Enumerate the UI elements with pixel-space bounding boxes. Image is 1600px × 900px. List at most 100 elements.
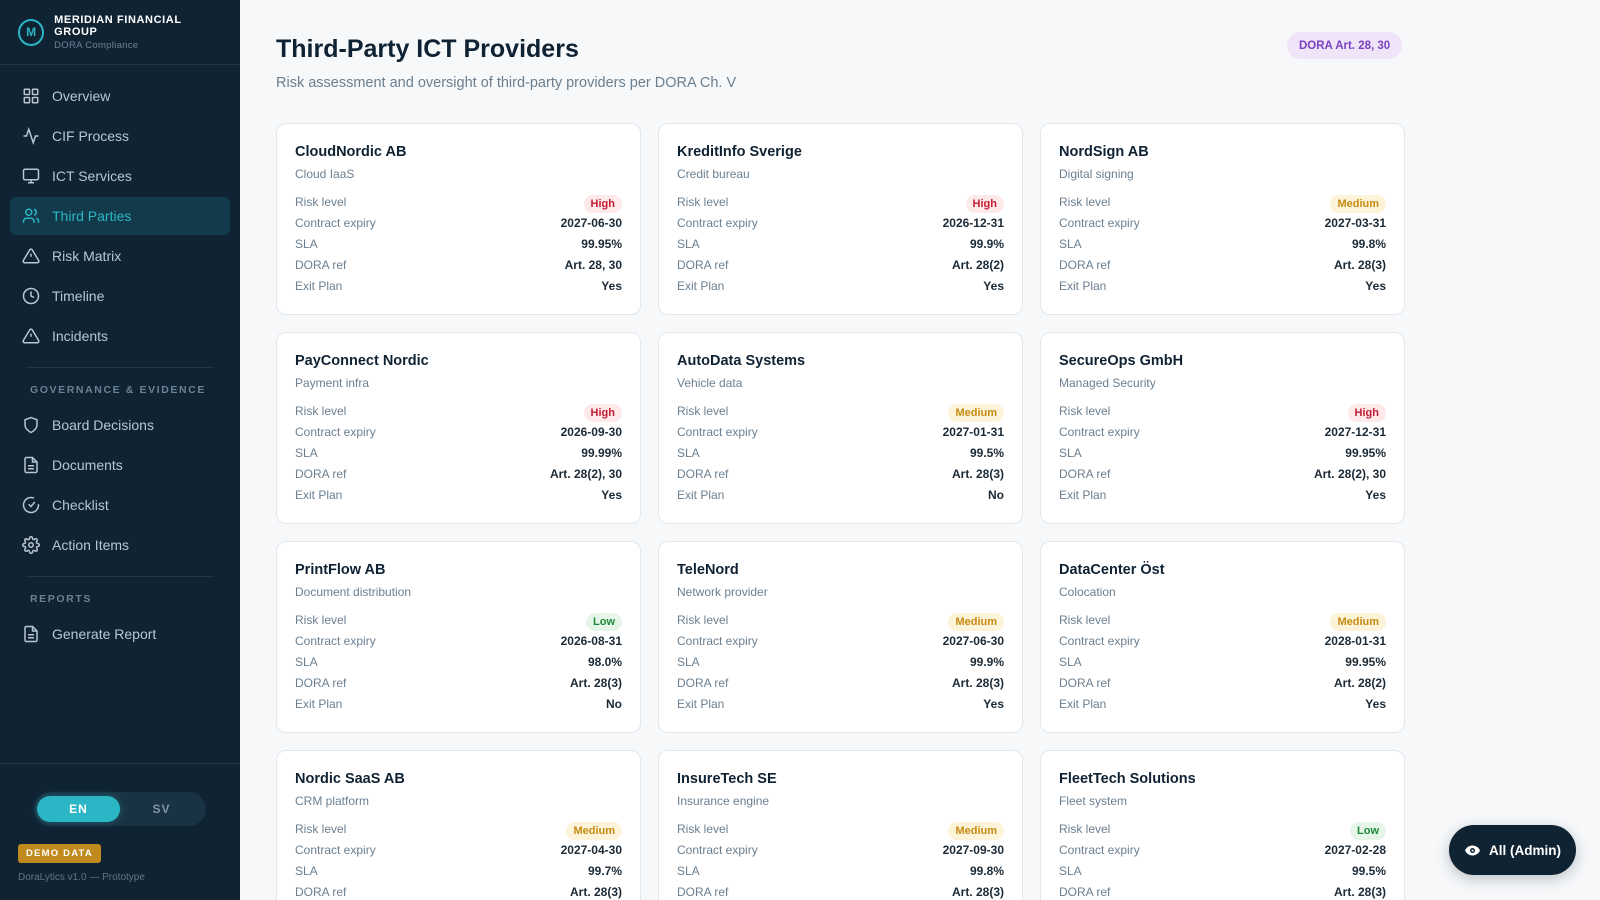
sidebar-item-label: Incidents — [52, 328, 109, 344]
row-value: Art. 28(3) — [569, 675, 622, 690]
main-nav: Overview CIF Process ICT Services Third … — [0, 65, 240, 653]
row-value: 99.8% — [1351, 236, 1386, 251]
provider-name: Nordic SaaS AB — [295, 771, 405, 787]
provider-card[interactable]: DataCenter Öst Colocation Risk level Medium… — [1040, 541, 1405, 733]
sidebar-item-board-decisions[interactable]: Board Decisions — [10, 406, 230, 444]
risk-badge: Medium — [948, 612, 1004, 631]
provider-card[interactable]: AutoData Systems Vehicle data Risk level Me… — [658, 332, 1023, 524]
provider-row-exit-plan: Exit Plan Yes — [677, 275, 1004, 296]
provider-type: Document distribution — [295, 585, 412, 599]
row-label: Contract expiry — [295, 215, 376, 230]
provider-row-sla: SLA 99.8% — [677, 860, 1004, 881]
provider-row-contract-expiry: Contract expiry 2027-01-31 — [677, 421, 1004, 442]
risk-badge: Low — [586, 612, 622, 631]
provider-card[interactable]: KreditInfo Sverige Credit bureau Risk leve… — [658, 123, 1023, 315]
row-label: Exit Plan — [1059, 696, 1107, 711]
row-value: 2027-06-30 — [942, 633, 1004, 648]
row-value: Yes — [983, 278, 1004, 293]
page-title: Third-Party ICT Providers — [276, 35, 579, 63]
provider-card[interactable]: PrintFlow AB Document distribution Risk le… — [276, 541, 641, 733]
sidebar-item-label: CIF Process — [52, 128, 130, 144]
row-label: SLA — [677, 445, 700, 460]
row-value: 99.95% — [1345, 445, 1386, 460]
row-label: SLA — [677, 654, 700, 669]
provider-card[interactable]: NordSign AB Digital signing Risk level Medi… — [1040, 123, 1405, 315]
sidebar-item-third-parties[interactable]: Third Parties — [10, 197, 230, 235]
row-value: 2027-02-28 — [1324, 842, 1386, 857]
language-toggle[interactable]: EN SV — [34, 792, 206, 826]
provider-card[interactable]: SecureOps GmbH Managed Security Risk level… — [1040, 332, 1405, 524]
row-value: 99.5% — [1351, 863, 1386, 878]
row-label: SLA — [1059, 863, 1082, 878]
provider-type: Payment infra — [295, 376, 370, 390]
provider-name: DataCenter Öst — [1059, 562, 1165, 578]
gear-icon — [22, 536, 40, 554]
sidebar-item-cif-process[interactable]: CIF Process — [10, 117, 230, 155]
users-icon — [22, 208, 40, 223]
lang-en-button[interactable]: EN — [37, 796, 120, 822]
provider-card[interactable]: CloudNordic AB Cloud IaaS Risk level High Co… — [276, 123, 641, 315]
row-label: DORA ref — [677, 257, 729, 272]
row-label: Risk level — [677, 403, 729, 418]
provider-card[interactable]: FleetTech Solutions Fleet system Risk leve… — [1040, 750, 1405, 900]
row-value: Yes — [1365, 696, 1386, 711]
provider-row-dora-ref: DORA ref Art. 28(2), 30 — [295, 463, 622, 484]
row-label: Risk level — [295, 194, 347, 209]
provider-type: Credit bureau — [677, 167, 750, 181]
row-label: SLA — [295, 445, 318, 460]
sidebar-item-incidents[interactable]: Incidents — [10, 317, 230, 355]
sidebar-item-generate-report[interactable]: Generate Report — [10, 615, 230, 653]
row-value: 98.0% — [587, 654, 622, 669]
provider-card[interactable]: Nordic SaaS AB CRM platform Risk level Medi… — [276, 750, 641, 900]
sidebar-item-checklist[interactable]: Checklist — [10, 486, 230, 524]
provider-row-risk-level: Risk level Medium — [295, 818, 622, 840]
view-mode-button[interactable]: All (Admin) — [1449, 825, 1576, 875]
row-value: 99.5% — [969, 445, 1004, 460]
provider-row-sla: SLA 99.9% — [677, 651, 1004, 672]
row-label: Exit Plan — [1059, 278, 1107, 293]
lang-sv-button[interactable]: SV — [152, 802, 171, 816]
row-label: Exit Plan — [295, 487, 343, 502]
provider-row-dora-ref: DORA ref Art. 28(3) — [677, 881, 1004, 900]
nav-section-reports: REPORTS — [30, 593, 92, 605]
provider-row-sla: SLA 99.5% — [1059, 860, 1386, 881]
sidebar-item-documents[interactable]: Documents — [10, 446, 230, 484]
provider-row-sla: SLA 99.95% — [1059, 651, 1386, 672]
provider-row-contract-expiry: Contract expiry 2028-01-31 — [1059, 630, 1386, 651]
clock-icon — [22, 287, 40, 305]
provider-type: Digital signing — [1059, 167, 1134, 181]
brand-header: M MERIDIAN FINANCIAL GROUP DORA Complian… — [0, 0, 240, 65]
brand-subtitle: DORA Compliance — [54, 39, 139, 51]
sidebar-item-action-items[interactable]: Action Items — [10, 526, 230, 564]
provider-type: Vehicle data — [677, 376, 743, 390]
row-value: Yes — [601, 278, 622, 293]
provider-row-risk-level: Risk level Low — [1059, 818, 1386, 840]
risk-badge: Medium — [948, 821, 1004, 840]
row-label: Contract expiry — [295, 842, 376, 857]
sidebar-item-overview[interactable]: Overview — [10, 77, 230, 115]
sidebar-item-risk-matrix[interactable]: Risk Matrix — [10, 237, 230, 275]
row-value: 2027-04-30 — [560, 842, 622, 857]
row-label: SLA — [1059, 654, 1082, 669]
row-value: 99.9% — [969, 236, 1004, 251]
sidebar-item-timeline[interactable]: Timeline — [10, 277, 230, 315]
grid-icon — [23, 88, 39, 104]
provider-row-contract-expiry: Contract expiry 2027-06-30 — [295, 212, 622, 233]
row-label: Risk level — [1059, 194, 1111, 209]
provider-row-dora-ref: DORA ref Art. 28(2) — [1059, 672, 1386, 693]
provider-card[interactable]: PayConnect Nordic Payment infra Risk level… — [276, 332, 641, 524]
provider-row-sla: SLA 99.7% — [295, 860, 622, 881]
provider-card[interactable]: InsureTech SE Insurance engine Risk level M… — [658, 750, 1023, 900]
row-value: 2027-12-31 — [1324, 424, 1386, 439]
risk-badge: Medium — [1330, 194, 1386, 213]
row-label: Exit Plan — [1059, 487, 1107, 502]
provider-name: CloudNordic AB — [295, 144, 407, 160]
row-label: DORA ref — [677, 884, 729, 899]
sidebar-item-label: ICT Services — [52, 168, 132, 184]
row-value: Art. 28(2), 30 — [1313, 466, 1386, 481]
provider-card[interactable]: TeleNord Network provider Risk level Medium… — [658, 541, 1023, 733]
sidebar-item-ict-services[interactable]: ICT Services — [10, 157, 230, 195]
sidebar-item-label: Timeline — [52, 288, 105, 304]
provider-row-risk-level: Risk level Medium — [677, 400, 1004, 422]
provider-row-contract-expiry: Contract expiry 2026-09-30 — [295, 421, 622, 442]
